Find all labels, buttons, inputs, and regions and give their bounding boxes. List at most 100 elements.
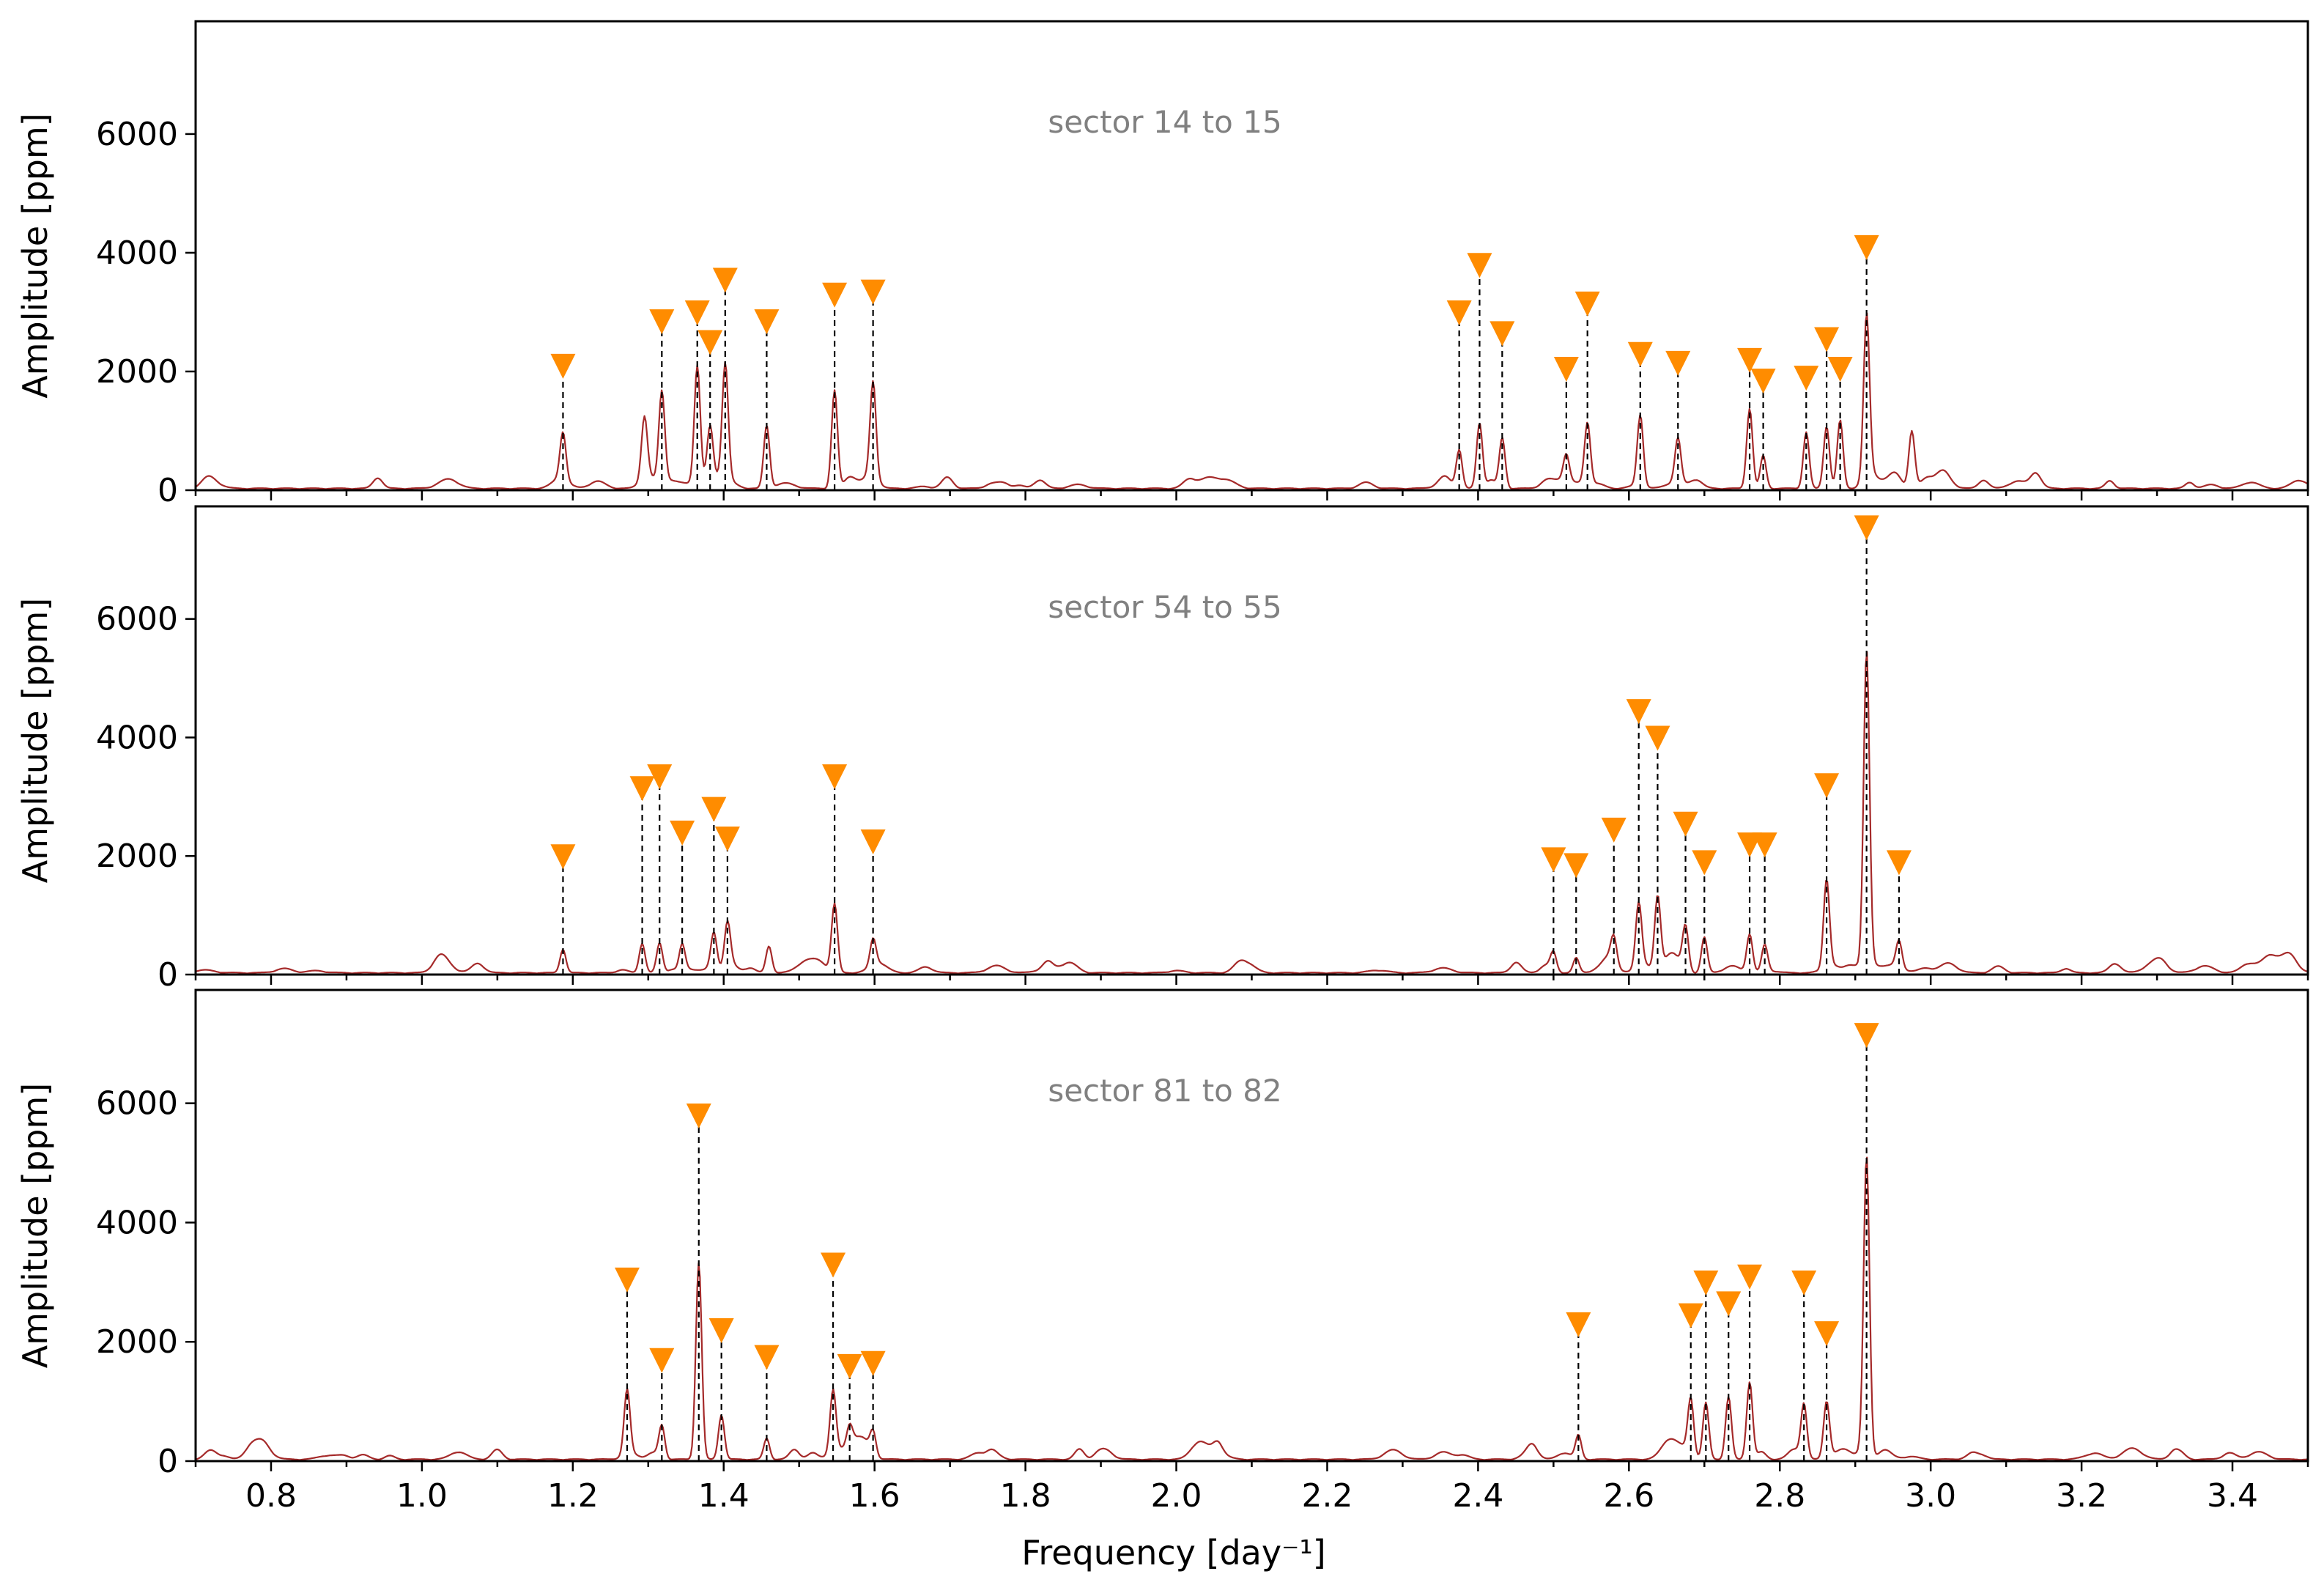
frequency-marker	[754, 309, 780, 335]
frequency-marker	[550, 844, 576, 870]
frequency-marker	[708, 1318, 734, 1344]
y-tick-label: 0	[158, 472, 178, 509]
frequency-marker	[1886, 850, 1912, 876]
frequency-marker	[1446, 300, 1472, 326]
frequency-marker	[1854, 515, 1879, 541]
x-tick-label: 1.0	[396, 1477, 448, 1515]
y-tick-label: 6000	[96, 601, 178, 638]
frequency-marker	[1563, 853, 1589, 879]
x-tick-label: 3.2	[2056, 1477, 2107, 1515]
frequency-marker	[1467, 253, 1492, 278]
frequency-marker	[1489, 321, 1515, 347]
frequency-marker	[1693, 1270, 1719, 1296]
panel-sector-label: sector 81 to 82	[1048, 1073, 1281, 1109]
frequency-marker	[860, 1350, 886, 1376]
x-tick-label: 2.2	[1301, 1477, 1352, 1515]
panel-frame	[194, 505, 2309, 976]
frequency-marker	[1814, 327, 1840, 352]
frequency-marker	[712, 267, 738, 293]
frequency-marker	[1794, 366, 1819, 391]
x-tick-label: 2.0	[1151, 1477, 1202, 1515]
panel-frame	[194, 988, 2309, 1463]
panel-frame	[194, 20, 2309, 492]
spectrum-line	[196, 1156, 2308, 1461]
panels-layer: 0 2000 4000 6000 Amplitude [ppm] sector 14 to…	[15, 20, 2309, 1515]
frequency-marker	[649, 309, 675, 335]
frequency-marker	[1814, 773, 1840, 799]
frequency-marker	[701, 796, 727, 822]
frequency-marker	[822, 764, 848, 790]
frequency-marker	[1750, 369, 1776, 394]
frequency-marker	[1692, 850, 1717, 876]
frequency-marker	[1566, 1312, 1591, 1337]
frequency-marker	[1626, 699, 1651, 725]
y-tick-label: 2000	[96, 838, 178, 875]
frequency-marker	[550, 353, 576, 379]
frequency-marker	[1645, 725, 1670, 751]
frequency-marker	[1791, 1270, 1817, 1296]
x-tick-label: 2.6	[1603, 1477, 1654, 1515]
y-tick-label: 4000	[96, 719, 178, 756]
frequency-marker	[684, 300, 710, 326]
frequency-marker	[697, 330, 723, 355]
frequency-marker	[1752, 832, 1777, 858]
x-axis-label: Frequency [day⁻¹]	[1021, 1533, 1325, 1572]
frequency-marker	[1678, 1303, 1703, 1328]
frequency-marker	[1673, 811, 1698, 837]
y-axis-label: Amplitude [ppm]	[15, 598, 55, 883]
frequency-marker	[1814, 1321, 1840, 1347]
frequency-marker	[629, 776, 655, 802]
frequency-marker	[670, 820, 695, 846]
panel-sector-label: sector 54 to 55	[1048, 589, 1281, 625]
x-tick-label: 2.8	[1754, 1477, 1805, 1515]
frequency-marker	[1827, 356, 1853, 382]
frequency-marker	[1665, 350, 1691, 376]
frequency-marker	[1854, 234, 1879, 260]
panel-sector-label: sector 14 to 15	[1048, 104, 1281, 140]
frequency-marker	[1574, 291, 1600, 317]
frequency-marker	[837, 1353, 862, 1379]
frequency-marker	[1553, 356, 1579, 382]
y-tick-label: 6000	[96, 1085, 178, 1123]
y-tick-label: 0	[158, 1443, 178, 1480]
y-tick-label: 2000	[96, 353, 178, 391]
x-tick-label: 1.4	[698, 1477, 750, 1515]
frequency-marker	[1854, 1023, 1879, 1049]
frequency-marker	[1737, 347, 1763, 373]
frequency-marker	[822, 282, 848, 308]
x-tick-label: 1.8	[1000, 1477, 1051, 1515]
y-tick-label: 4000	[96, 234, 178, 272]
frequency-marker	[1716, 1291, 1742, 1317]
x-tick-label: 0.8	[245, 1477, 297, 1515]
panel-2: 0 2000 4000 6000 Amplitude [ppm] sector 54 to…	[15, 505, 2309, 994]
y-tick-label: 6000	[96, 116, 178, 153]
frequency-marker	[754, 1345, 780, 1370]
y-tick-label: 0	[158, 956, 178, 994]
x-tick-label: 1.2	[547, 1477, 599, 1515]
frequency-marker	[1737, 1264, 1763, 1290]
y-tick-label: 2000	[96, 1323, 178, 1361]
x-tick-label: 3.4	[2207, 1477, 2258, 1515]
frequency-marker	[1601, 817, 1627, 843]
frequency-marker	[714, 827, 740, 852]
frequency-marker	[821, 1252, 846, 1278]
y-axis-label: Amplitude [ppm]	[15, 113, 55, 398]
spectrum-line	[196, 651, 2308, 975]
frequency-marker	[649, 1348, 675, 1373]
frequency-marker	[1627, 341, 1653, 367]
frequency-marker	[647, 764, 673, 790]
frequency-marker	[614, 1267, 640, 1293]
spectrum-line	[196, 312, 2308, 490]
frequency-marker	[1541, 847, 1566, 873]
frequency-marker	[686, 1103, 711, 1128]
frequency-marker	[860, 829, 886, 855]
x-tick-label: 3.0	[1905, 1477, 1956, 1515]
y-tick-label: 4000	[96, 1204, 178, 1241]
frequency-marker	[860, 279, 886, 305]
y-axis-label: Amplitude [ppm]	[15, 1083, 55, 1368]
panel-3: 0.8 1.0 1.2 1.4 1.6 1.8 2.0 2.2 2.4 2.6 2.8 3.0 3.2 3…	[15, 988, 2309, 1515]
x-tick-label: 1.6	[849, 1477, 900, 1515]
x-tick-label: 2.4	[1452, 1477, 1503, 1515]
panel-1: 0 2000 4000 6000 Amplitude [ppm] sector 14 to…	[15, 20, 2309, 509]
